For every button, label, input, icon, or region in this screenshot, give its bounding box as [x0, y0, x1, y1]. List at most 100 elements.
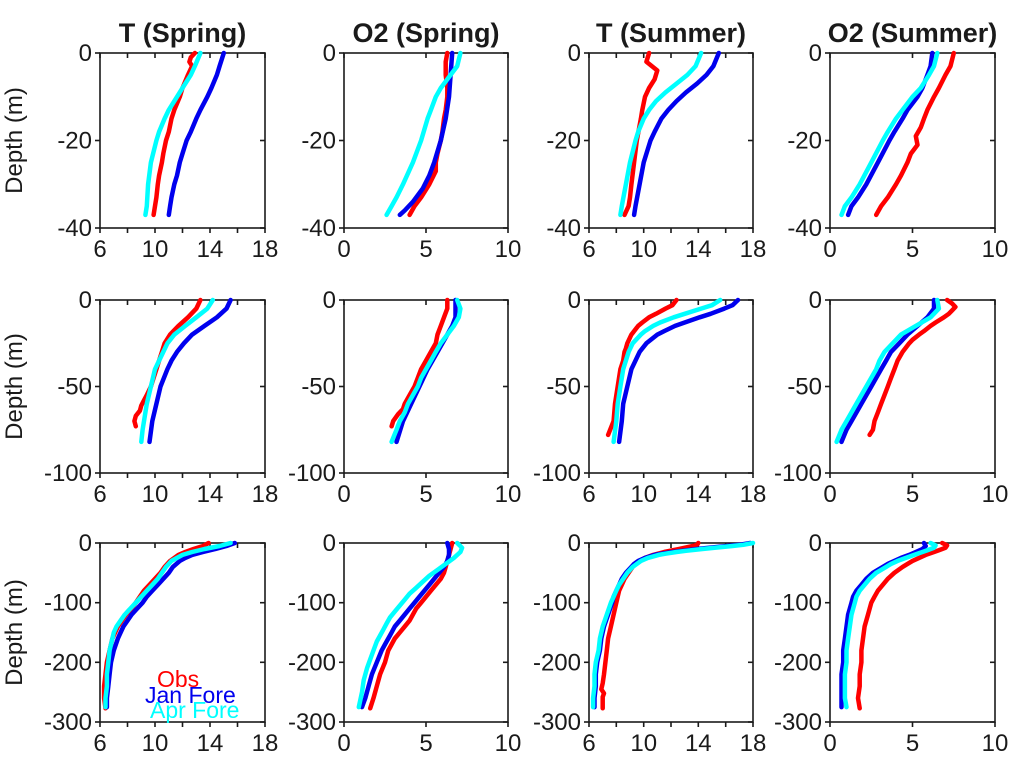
x-tick-label: 6 — [582, 236, 595, 263]
y-tick-label: 0 — [568, 287, 581, 314]
series-obs — [622, 50, 660, 218]
x-tick-label: 18 — [252, 730, 279, 757]
series-apr-fore — [842, 540, 938, 710]
x-tick-label: 10 — [495, 730, 522, 757]
x-tick-label: 6 — [93, 236, 106, 263]
y-axis-label: Depth (m) — [1, 579, 28, 686]
y-tick-label: -40 — [787, 215, 822, 242]
axes-box — [343, 299, 509, 474]
x-tick-label: 0 — [337, 236, 350, 263]
y-axis-label: Depth (m) — [1, 87, 28, 194]
y-tick-label: -50 — [57, 374, 92, 401]
subplot-r3c2: 0 5 10 0 -100 -200 -300 — [288, 530, 521, 757]
subplot-r3c4: 0 5 10 0 -100 -200 -300 — [774, 530, 1008, 757]
subplot-r1c2: 0 5 10 0 -20 -40 O2 (Spring) — [301, 18, 521, 263]
x-tick-label: 6 — [93, 481, 106, 508]
y-tick-label: 0 — [568, 40, 581, 67]
y-tick-label: -50 — [301, 374, 336, 401]
axes-box — [829, 542, 996, 723]
x-tick-label: 6 — [582, 730, 595, 757]
x-tick-label: 14 — [197, 481, 224, 508]
y-tick-label: -300 — [44, 709, 92, 736]
y-tick-label: -20 — [57, 128, 92, 155]
y-tick-label: 0 — [323, 40, 336, 67]
series-apr-fore — [618, 50, 704, 218]
y-tick-label: -300 — [288, 709, 336, 736]
series-obs — [599, 540, 701, 711]
subplot-r1c3: 6 10 14 18 0 -20 -40 T (Summer) — [546, 18, 766, 263]
series-obs — [873, 50, 957, 218]
x-tick-label: 18 — [740, 730, 767, 757]
x-tick-label: 5 — [906, 481, 919, 508]
y-tick-label: -50 — [546, 374, 581, 401]
y-tick-label: -100 — [533, 590, 581, 617]
y-tick-label: -300 — [533, 709, 581, 736]
x-tick-label: 14 — [685, 236, 712, 263]
series-apr-fore — [839, 50, 940, 218]
subplot-r2c1: 6 10 14 18 0 -50 -100 Depth (m) — [1, 287, 278, 508]
x-tick-label: 18 — [740, 481, 767, 508]
series-apr-fore — [834, 297, 942, 445]
series-obs — [867, 297, 958, 438]
series-jan-fore — [147, 297, 233, 445]
y-tick-label: -100 — [774, 460, 822, 487]
x-tick-label: 14 — [685, 481, 712, 508]
subplot-r2c3: 6 10 14 18 0 -50 -100 — [533, 287, 766, 508]
subplot-title: O2 (Summer) — [828, 18, 998, 48]
y-tick-label: -200 — [288, 649, 336, 676]
x-tick-label: 10 — [982, 730, 1009, 757]
x-tick-label: 5 — [419, 730, 432, 757]
y-tick-label: -40 — [57, 215, 92, 242]
x-tick-label: 18 — [252, 236, 279, 263]
series-obs — [855, 540, 950, 711]
series-obs — [389, 297, 450, 429]
y-tick-label: -100 — [44, 590, 92, 617]
y-tick-label: -20 — [546, 128, 581, 155]
y-tick-label: -100 — [44, 460, 92, 487]
series-jan-fore — [616, 297, 741, 445]
series-jan-fore — [104, 540, 238, 710]
x-tick-label: 0 — [823, 481, 836, 508]
x-tick-label: 5 — [906, 236, 919, 263]
series-apr-fore — [389, 297, 463, 445]
series-jan-fore — [631, 50, 722, 218]
series-obs — [151, 50, 198, 218]
x-tick-label: 10 — [982, 236, 1009, 263]
x-tick-label: 10 — [142, 730, 169, 757]
y-tick-label: 0 — [809, 530, 822, 557]
axes-box — [343, 52, 509, 229]
legend-entry-obs: Obs — [157, 666, 199, 692]
series-jan-fore — [592, 540, 753, 710]
series-jan-fore — [166, 50, 227, 218]
x-tick-label: 5 — [419, 236, 432, 263]
y-tick-label: 0 — [79, 287, 92, 314]
x-tick-label: 0 — [823, 730, 836, 757]
series-apr-fore — [139, 297, 216, 445]
x-tick-label: 10 — [142, 481, 169, 508]
y-tick-label: 0 — [323, 287, 336, 314]
y-tick-label: -200 — [774, 649, 822, 676]
x-tick-label: 5 — [906, 730, 919, 757]
x-tick-label: 10 — [630, 481, 657, 508]
y-tick-label: -100 — [288, 590, 336, 617]
x-tick-label: 14 — [685, 730, 712, 757]
y-tick-label: 0 — [323, 530, 336, 557]
y-tick-label: 0 — [809, 40, 822, 67]
x-tick-label: 10 — [142, 236, 169, 263]
x-tick-label: 0 — [337, 481, 350, 508]
y-tick-label: -40 — [301, 215, 336, 242]
y-tick-label: -200 — [533, 649, 581, 676]
x-tick-label: 10 — [982, 481, 1009, 508]
y-tick-label: -300 — [774, 709, 822, 736]
series-apr-fore — [103, 540, 233, 710]
subplot-r2c4: 0 5 10 0 -50 -100 — [774, 287, 1008, 508]
series-apr-fore — [590, 540, 756, 710]
y-tick-label: -100 — [288, 460, 336, 487]
x-tick-label: 10 — [495, 236, 522, 263]
y-tick-label: -20 — [787, 128, 822, 155]
subplot-title: O2 (Spring) — [353, 18, 500, 48]
legend-entry-apr-fore: Apr Fore — [150, 697, 239, 723]
legend-entry-jan-fore: Jan Fore — [145, 682, 236, 708]
subplot-r1c1: 6 10 14 18 0 -20 -40 T (Spring) Depth (m) — [1, 18, 278, 263]
